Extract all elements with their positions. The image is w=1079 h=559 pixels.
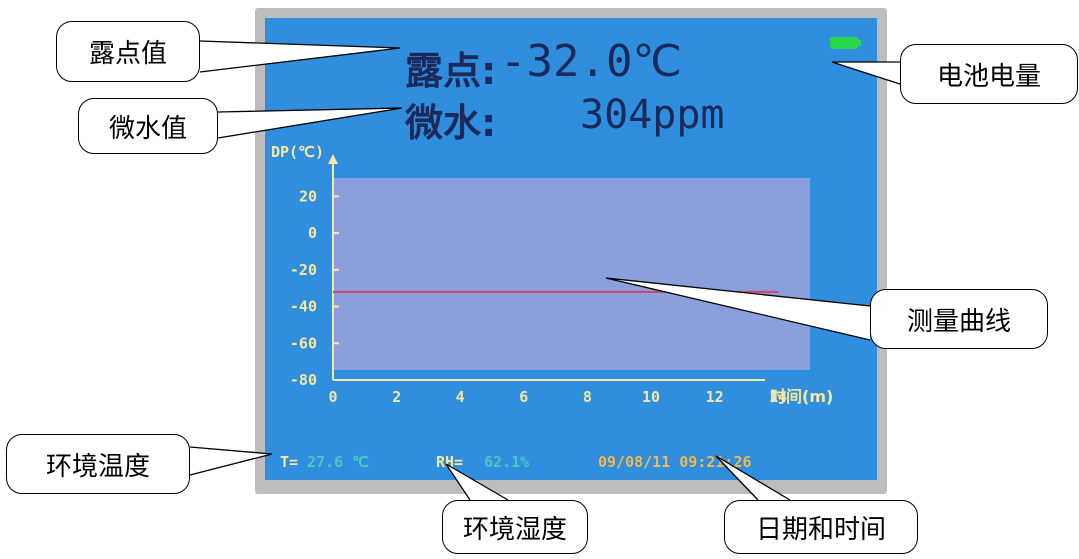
x-tick-label: 14 — [769, 388, 787, 406]
leader-curve — [605, 277, 871, 341]
leader-datetime — [715, 455, 791, 501]
ambient-rh-value: 62.1% — [484, 453, 530, 471]
battery-icon — [830, 37, 858, 49]
x-tick-label: 6 — [519, 388, 528, 406]
x-tick-label: 10 — [642, 388, 660, 406]
callout-ambient-rh: 环境湿度 — [442, 500, 588, 554]
x-tick-label: 2 — [392, 388, 401, 406]
callout-micro-water: 微水值 — [78, 98, 218, 154]
y-axis-label: DP(℃) — [271, 143, 324, 161]
dew-point-chart: DP(℃) 时间(m) 20 0 -20 -40 -60 -80 0 2 4 6 8 10 12 14 — [271, 143, 833, 406]
plot-area — [333, 178, 810, 370]
callout-ambient-temp: 环境温度 — [6, 434, 190, 494]
leader-micro-water — [217, 107, 403, 139]
y-tick-label: -40 — [290, 298, 317, 316]
callout-curve: 测量曲线 — [870, 289, 1048, 349]
x-tick-label: 0 — [328, 388, 337, 406]
micro-water-label: 微水: — [405, 101, 497, 145]
y-tick-label: -20 — [290, 261, 317, 279]
callout-datetime: 日期和时间 — [724, 500, 918, 554]
x-tick-label: 8 — [583, 388, 592, 406]
x-axis-label: 时间(m) — [770, 387, 833, 406]
micro-water-value: 304ppm — [580, 92, 725, 138]
y-tick-label: -80 — [290, 371, 317, 389]
y-tick-label: 0 — [308, 224, 317, 242]
x-tick-label: 12 — [706, 388, 724, 406]
leader-battery — [831, 61, 901, 85]
callout-battery: 电池电量 — [900, 44, 1078, 104]
leader-dew-point — [199, 40, 401, 73]
ambient-temp-value: 27.6 ℃ — [307, 453, 369, 471]
x-tick-labels: 0 2 4 6 8 10 12 14 — [328, 388, 787, 406]
y-tick-label: -60 — [290, 334, 317, 352]
dew-point-value: -32.0℃ — [500, 36, 682, 87]
datetime-value: 09/08/11 09:21:26 — [598, 453, 752, 471]
x-tick-label: 4 — [456, 388, 465, 406]
callout-dew-point: 露点值 — [56, 21, 200, 82]
y-tick-labels: 20 0 -20 -40 -60 -80 — [290, 187, 339, 389]
ambient-temp-label: T= — [280, 453, 299, 471]
dew-point-label: 露点: — [405, 49, 497, 93]
ambient-rh-label: RH= — [436, 453, 464, 471]
leader-ambient-rh — [445, 463, 509, 501]
y-tick-label: 20 — [299, 187, 317, 205]
battery-tip-icon — [858, 40, 861, 46]
leader-ambient-temp — [189, 446, 273, 476]
y-axis-arrow-icon — [328, 154, 338, 164]
